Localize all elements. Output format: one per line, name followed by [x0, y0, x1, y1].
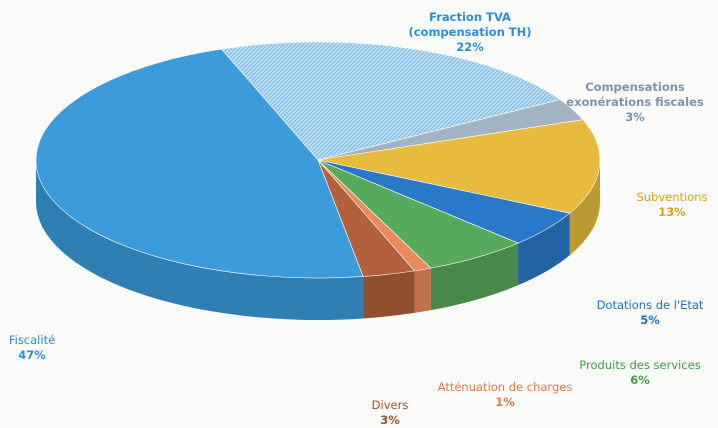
slice: [317, 119, 601, 214]
slice-label: Dotations de l'Etat 5%: [585, 298, 715, 328]
slice-label: Atténuation de charges 1%: [420, 380, 590, 410]
slice-side: [363, 270, 415, 319]
side-shade: [430, 243, 519, 311]
slice-label: Produits des services 6%: [560, 358, 718, 388]
category-label: Dotations de l'Etat: [596, 298, 704, 312]
category-label: Fiscalité: [8, 333, 56, 347]
value-label: 1%: [495, 395, 515, 409]
value-label: 3%: [625, 110, 645, 124]
slice-label: Subventions 13%: [617, 190, 718, 220]
slice-label: Fiscalité 47%: [0, 333, 67, 363]
side-shade: [518, 213, 570, 286]
side-shade: [569, 160, 600, 256]
value-label: 3%: [380, 413, 400, 427]
side-shade: [363, 270, 415, 319]
slice-label: Divers 3%: [350, 398, 430, 428]
slice-side: [569, 160, 600, 256]
slice-side: [518, 213, 570, 286]
slice-label: Fraction TVA (compensation TH) 22%: [395, 10, 545, 55]
slice: [35, 48, 364, 279]
slice-side: [36, 160, 364, 320]
category-label: Compensations exonérations fiscales: [566, 80, 704, 109]
slice: [220, 41, 561, 161]
category-label: Divers: [371, 398, 409, 412]
value-label: 22%: [456, 40, 484, 54]
category-label: Fraction TVA (compensation TH): [408, 10, 532, 39]
slice-side: [414, 268, 431, 313]
value-label: 5%: [640, 313, 660, 327]
category-label: Produits des services: [579, 358, 701, 372]
category-label: Atténuation de charges: [437, 380, 573, 394]
side-shade: [414, 268, 431, 313]
value-label: 13%: [658, 205, 686, 219]
value-label: 47%: [18, 348, 46, 362]
value-label: 6%: [630, 373, 650, 387]
slice-side: [430, 243, 519, 311]
side-shade: [36, 160, 364, 320]
category-label: Subventions: [636, 190, 708, 204]
slice-label: Compensations exonérations fiscales 3%: [555, 80, 715, 125]
